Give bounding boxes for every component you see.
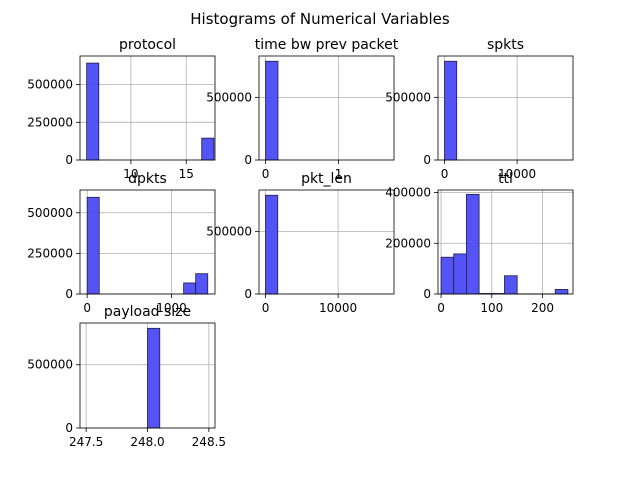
x-tick-label: 200 xyxy=(531,301,554,315)
subplot-title: time bw prev packet xyxy=(255,37,399,53)
histogram-panel-4: 0 10000 0 500000 pkt_len xyxy=(206,171,395,315)
x-tick-label: 100 xyxy=(480,301,503,315)
axes-frame xyxy=(437,189,574,295)
y-tick-label: 0 xyxy=(244,287,252,301)
x-tick-label: 10000 xyxy=(498,167,536,181)
y-tick-label: 400000 xyxy=(385,186,431,200)
y-tick-label: 0 xyxy=(65,421,73,435)
axes-frame xyxy=(258,189,395,295)
y-tick-label: 0 xyxy=(65,153,73,167)
histogram-bar xyxy=(147,327,161,429)
y-tick-label: 0 xyxy=(65,287,73,301)
histogram-panel-1: 0 1 0 500000 time bw prev packet xyxy=(206,37,399,181)
x-tick-label: 10 xyxy=(123,167,138,181)
histogram-bar xyxy=(265,194,279,295)
histogram-panel-5: 0 100 200 0 200000 400000 ttl xyxy=(385,171,574,315)
y-tick-label: 250000 xyxy=(27,115,73,129)
x-tick-label: 0 xyxy=(262,301,270,315)
histogram-bar xyxy=(195,273,209,295)
histogram-bar xyxy=(265,60,279,161)
y-tick-label: 500000 xyxy=(27,358,73,372)
x-tick-label: 0 xyxy=(441,167,449,181)
histogram-panel-6: 247.5 248.0 248.5 0 500000 payload size xyxy=(27,304,226,449)
axes-frame xyxy=(79,55,216,161)
histogram-bar xyxy=(466,193,480,295)
histogram-panel-2: 0 10000 0 500000 spkts xyxy=(385,37,574,181)
subplot-title: dpkts xyxy=(128,171,167,187)
y-tick-label: 200000 xyxy=(385,236,431,250)
histogram-bar xyxy=(453,253,467,295)
y-tick-label: 0 xyxy=(423,287,431,301)
y-tick-label: 500000 xyxy=(27,206,73,220)
x-tick-label: 0 xyxy=(262,167,270,181)
histogram-bar xyxy=(440,256,455,295)
y-tick-label: 500000 xyxy=(206,224,252,238)
figure-title: Histograms of Numerical Variables xyxy=(190,10,450,28)
y-tick-label: 0 xyxy=(244,153,252,167)
x-tick-label: 1000 xyxy=(156,301,187,315)
y-tick-label: 500000 xyxy=(385,90,431,104)
y-tick-label: 250000 xyxy=(27,246,73,260)
y-tick-label: 500000 xyxy=(27,78,73,92)
subplot-title: protocol xyxy=(119,37,176,53)
histogram-bar xyxy=(504,275,518,295)
y-tick-label: 0 xyxy=(423,153,431,167)
x-tick-label: 247.5 xyxy=(69,435,103,449)
x-tick-label: 1 xyxy=(335,167,343,181)
x-tick-label: 0 xyxy=(437,301,445,315)
x-tick-label: 248.0 xyxy=(130,435,164,449)
subplot-title: pkt_len xyxy=(301,171,352,187)
axes-frame xyxy=(437,55,574,161)
histogram-bar xyxy=(444,60,458,161)
histogram-bar xyxy=(86,62,100,161)
x-tick-label: 0 xyxy=(83,301,91,315)
histogram-panel-0: 10 15 0 250000 500000 protocol xyxy=(27,37,216,181)
histogram-bar xyxy=(201,137,215,161)
x-tick-label: 10000 xyxy=(319,301,357,315)
subplot-title: spkts xyxy=(487,37,524,53)
y-tick-label: 500000 xyxy=(206,90,252,104)
x-tick-label: 248.5 xyxy=(192,435,226,449)
histogram-bar xyxy=(554,289,569,295)
axes-frame xyxy=(258,55,395,161)
histogram-bar xyxy=(183,282,197,295)
subplot-title: ttl xyxy=(498,171,513,187)
subplot-title: payload size xyxy=(104,304,191,320)
axes-frame xyxy=(79,189,216,295)
x-tick-label: 15 xyxy=(179,167,194,181)
histogram-bar xyxy=(86,196,100,295)
histogram-panel-3: 0 1000 0 250000 500000 dpkts xyxy=(27,171,216,315)
